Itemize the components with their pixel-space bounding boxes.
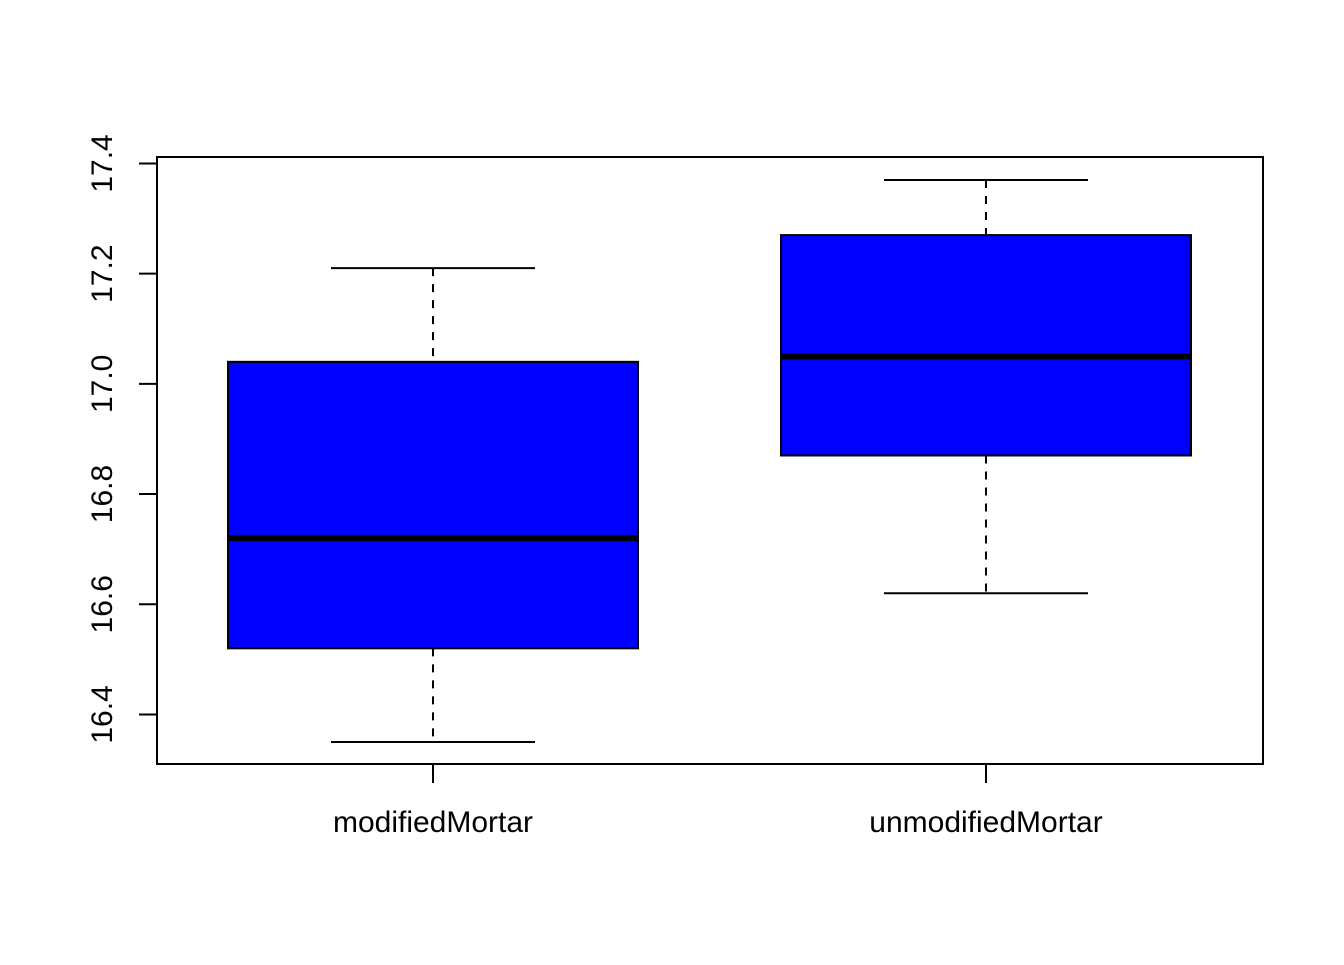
boxes-layer [227, 179, 1192, 743]
x-axis: modifiedMortar unmodifiedMortar [333, 764, 1103, 839]
y-tick-label: 17.2 [86, 244, 119, 302]
box-group-unmodifiedMortar [780, 179, 1192, 595]
box-iqr [227, 360, 639, 650]
box-group-modifiedMortar [227, 267, 639, 743]
x-tick-label: modifiedMortar [333, 806, 533, 839]
y-tick-label: 17.0 [86, 355, 119, 413]
y-tick-label: 16.6 [86, 575, 119, 633]
y-tick-label: 16.8 [86, 465, 119, 523]
x-tick-label: unmodifiedMortar [869, 806, 1102, 839]
y-tick-label: 17.4 [86, 134, 119, 192]
y-axis: 16.4 16.6 16.8 17.0 17.2 17.4 [86, 134, 158, 744]
y-tick-label: 16.4 [86, 685, 119, 743]
box-iqr [780, 234, 1192, 457]
